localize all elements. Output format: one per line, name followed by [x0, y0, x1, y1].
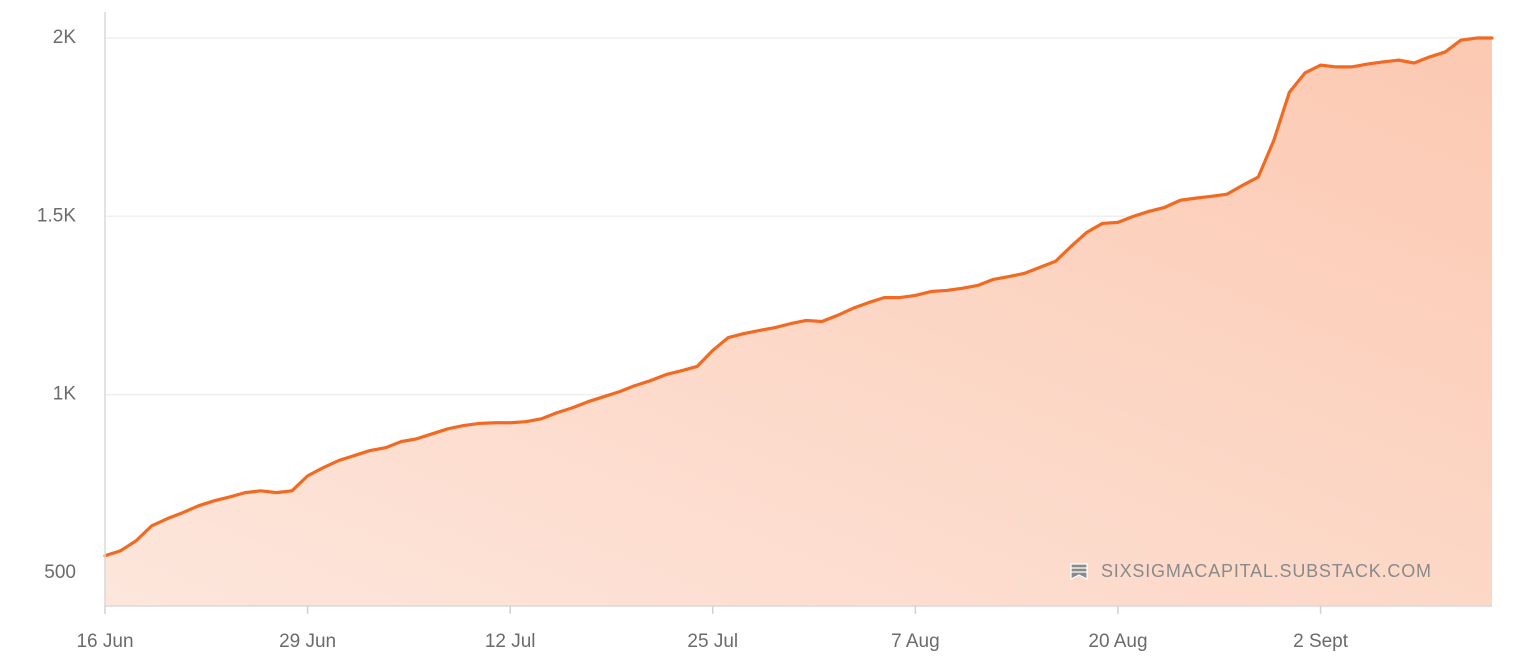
area-layer	[103, 36, 1494, 606]
watermark-icon	[1070, 563, 1088, 580]
y-tick-label: 500	[44, 562, 76, 583]
line	[103, 36, 1494, 558]
x-tick-label: 16 Jun	[76, 631, 133, 652]
labels: 500 1K 1.5K 2K 16 Jun 29 Jun 12 Jul 25 Jul 7 Aug…	[37, 27, 1349, 652]
x-tick-label: 2 Sept	[1293, 631, 1349, 652]
y-tick-label: 1.5K	[37, 205, 76, 226]
x-tick-label: 25 Jul	[687, 631, 738, 652]
y-tick-label: 1K	[53, 384, 77, 405]
x-tick-label: 12 Jul	[485, 631, 536, 652]
area-fill	[105, 38, 1492, 606]
watermark-text: SIXSIGMACAPITAL.SUBSTACK.COM	[1101, 561, 1432, 581]
x-tick-label: 29 Jun	[279, 631, 336, 652]
x-tick-label: 7 Aug	[891, 631, 940, 652]
y-tick-label: 2K	[53, 27, 77, 48]
watermark: SIXSIGMACAPITAL.SUBSTACK.COM	[1070, 561, 1432, 581]
x-tick-label: 20 Aug	[1088, 631, 1147, 652]
